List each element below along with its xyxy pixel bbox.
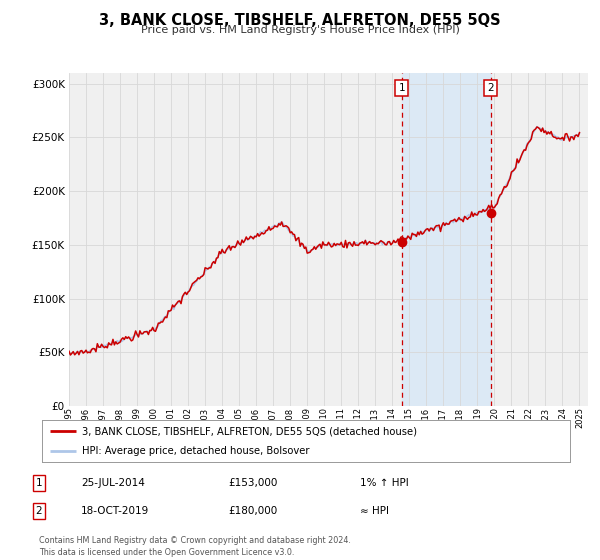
Text: 1: 1 — [398, 83, 405, 93]
Text: 18-OCT-2019: 18-OCT-2019 — [81, 506, 149, 516]
Text: 2: 2 — [35, 506, 43, 516]
Text: HPI: Average price, detached house, Bolsover: HPI: Average price, detached house, Bols… — [82, 446, 309, 456]
Text: 3, BANK CLOSE, TIBSHELF, ALFRETON, DE55 5QS: 3, BANK CLOSE, TIBSHELF, ALFRETON, DE55 … — [99, 13, 501, 28]
Text: 2: 2 — [488, 83, 494, 93]
Text: 1% ↑ HPI: 1% ↑ HPI — [360, 478, 409, 488]
Text: Price paid vs. HM Land Registry's House Price Index (HPI): Price paid vs. HM Land Registry's House … — [140, 25, 460, 35]
Text: 25-JUL-2014: 25-JUL-2014 — [81, 478, 145, 488]
Bar — [402, 73, 491, 406]
Text: £180,000: £180,000 — [228, 506, 277, 516]
Text: 3, BANK CLOSE, TIBSHELF, ALFRETON, DE55 5QS (detached house): 3, BANK CLOSE, TIBSHELF, ALFRETON, DE55 … — [82, 426, 416, 436]
Text: 1: 1 — [35, 478, 43, 488]
Text: ≈ HPI: ≈ HPI — [360, 506, 389, 516]
Text: £153,000: £153,000 — [228, 478, 277, 488]
Text: Contains HM Land Registry data © Crown copyright and database right 2024.
This d: Contains HM Land Registry data © Crown c… — [39, 536, 351, 557]
